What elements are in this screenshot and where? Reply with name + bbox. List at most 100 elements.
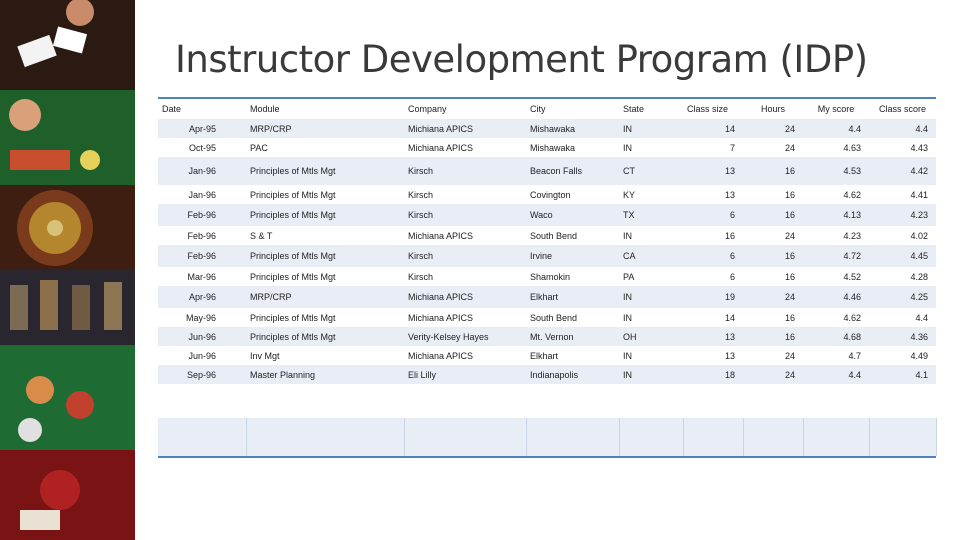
header-row: Date Module Company City State Class siz… [158, 99, 936, 119]
cell-date: Feb-96 [158, 204, 246, 226]
cell-module: Principles of Mtls Mgt [246, 204, 404, 226]
cell-my-score: 4.62 [803, 185, 869, 204]
col-header-module: Module [250, 104, 280, 114]
cell-hours: 16 [743, 327, 803, 346]
cell-date: Mar-96 [158, 267, 246, 286]
cell-state: CT [619, 157, 683, 185]
cell-my-score: 4.63 [803, 138, 869, 157]
col-header-hours: Hours [760, 104, 785, 114]
cell-city: Mishawaka [526, 138, 619, 157]
cell-date: Feb-96 [158, 245, 246, 267]
cell-my-score: 4.53 [803, 157, 869, 185]
cell-state: IN [619, 286, 683, 308]
cell-hours: 16 [743, 185, 803, 204]
cell-module: Principles of Mtls Mgt [246, 327, 404, 346]
cell-date: Apr-95 [158, 119, 246, 138]
cell-module: S & T [246, 226, 404, 245]
cell-date: Jan-96 [158, 157, 246, 185]
cell-company: Michiana APICS [404, 119, 526, 138]
col-header-class-size: Class size [687, 104, 729, 114]
cell-hours: 16 [743, 308, 803, 327]
cell-company: Verity-Kelsey Hayes [404, 327, 526, 346]
cell-city: South Bend [526, 308, 619, 327]
cell-class-size: 13 [683, 346, 743, 365]
empty-cell [158, 418, 247, 456]
cell-date: Apr-96 [158, 286, 246, 308]
empty-cell [869, 418, 937, 456]
cell-city: Beacon Falls [526, 157, 619, 185]
cell-state: IN [619, 308, 683, 327]
header-divider [158, 97, 936, 99]
cell-module: Principles of Mtls Mgt [246, 245, 404, 267]
cell-city: Indianapolis [526, 365, 619, 384]
table-row: Jan-96 Principles of Mtls Mgt Kirsch Coving… [158, 185, 936, 204]
cell-hours: 24 [743, 119, 803, 138]
cell-class-size: 6 [683, 245, 743, 267]
cell-hours: 24 [743, 346, 803, 365]
cell-class-size: 6 [683, 204, 743, 226]
cell-my-score: 4.52 [803, 267, 869, 286]
cell-class-score: 4.4 [869, 308, 936, 327]
empty-cell [526, 418, 620, 456]
col-header-my-score: My score [817, 104, 855, 114]
cell-state: IN [619, 365, 683, 384]
cell-class-score: 4.4 [869, 119, 936, 138]
cell-company: Kirsch [404, 157, 526, 185]
cell-date: Jan-96 [158, 185, 246, 204]
cell-city: South Bend [526, 226, 619, 245]
table-row: May-96 Principles of Mtls Mgt Michiana API… [158, 308, 936, 327]
cell-class-size: 19 [683, 286, 743, 308]
cell-class-size: 13 [683, 157, 743, 185]
cell-city: Elkhart [526, 286, 619, 308]
col-header-date: Date [162, 104, 182, 114]
cell-class-score: 4.23 [869, 204, 936, 226]
empty-cell [246, 418, 405, 456]
cell-state: IN [619, 226, 683, 245]
cell-class-score: 4.41 [869, 185, 936, 204]
empty-cell [683, 418, 744, 456]
cell-state: KY [619, 185, 683, 204]
table-row: Sep-96 Master Planning Eli Lilly Indianapol… [158, 365, 936, 384]
table-row: Jun-96 Inv Mgt Michiana APICS Elkhart IN 13 24… [158, 346, 936, 365]
cell-city: Mt. Vernon [526, 327, 619, 346]
cell-hours: 24 [743, 226, 803, 245]
cell-hours: 16 [743, 204, 803, 226]
cell-class-score: 4.1 [869, 365, 936, 384]
cell-class-score: 4.25 [869, 286, 936, 308]
cell-hours: 16 [743, 245, 803, 267]
cell-module: Principles of Mtls Mgt [246, 157, 404, 185]
cell-hours: 16 [743, 267, 803, 286]
table-spacer [158, 384, 936, 418]
cell-state: TX [619, 204, 683, 226]
col-header-class-score: Class score [878, 104, 926, 114]
cell-company: Michiana APICS [404, 226, 526, 245]
cell-class-score: 4.45 [869, 245, 936, 267]
table-row: Apr-96 MRP/CRP Michiana APICS Elkhart IN 19 24… [158, 286, 936, 308]
cell-module: Principles of Mtls Mgt [246, 267, 404, 286]
cell-company: Kirsch [404, 245, 526, 267]
cell-my-score: 4.4 [803, 119, 869, 138]
cell-class-score: 4.36 [869, 327, 936, 346]
cell-my-score: 4.46 [803, 286, 869, 308]
cell-state: OH [619, 327, 683, 346]
cell-class-size: 14 [683, 119, 743, 138]
cell-class-score: 4.42 [869, 157, 936, 185]
table-row: Feb-96 Principles of Mtls Mgt Kirsch Waco TX… [158, 204, 936, 226]
cell-company: Kirsch [404, 204, 526, 226]
table-row: Feb-96 S & T Michiana APICS South Bend IN 16 2… [158, 226, 936, 245]
casino-photo-strip [0, 0, 135, 540]
cell-module: Principles of Mtls Mgt [246, 308, 404, 327]
spacer-cell [158, 384, 936, 418]
cell-my-score: 4.72 [803, 245, 869, 267]
empty-cell [619, 418, 684, 456]
cell-city: Covington [526, 185, 619, 204]
cell-module: Master Planning [246, 365, 404, 384]
empty-cell [803, 418, 870, 456]
cell-company: Eli Lilly [404, 365, 526, 384]
cell-class-score: 4.28 [869, 267, 936, 286]
cell-city: Shamokin [526, 267, 619, 286]
cell-state: IN [619, 119, 683, 138]
cell-module: Inv Mgt [246, 346, 404, 365]
cell-date: Sep-96 [158, 365, 246, 384]
cell-city: Waco [526, 204, 619, 226]
